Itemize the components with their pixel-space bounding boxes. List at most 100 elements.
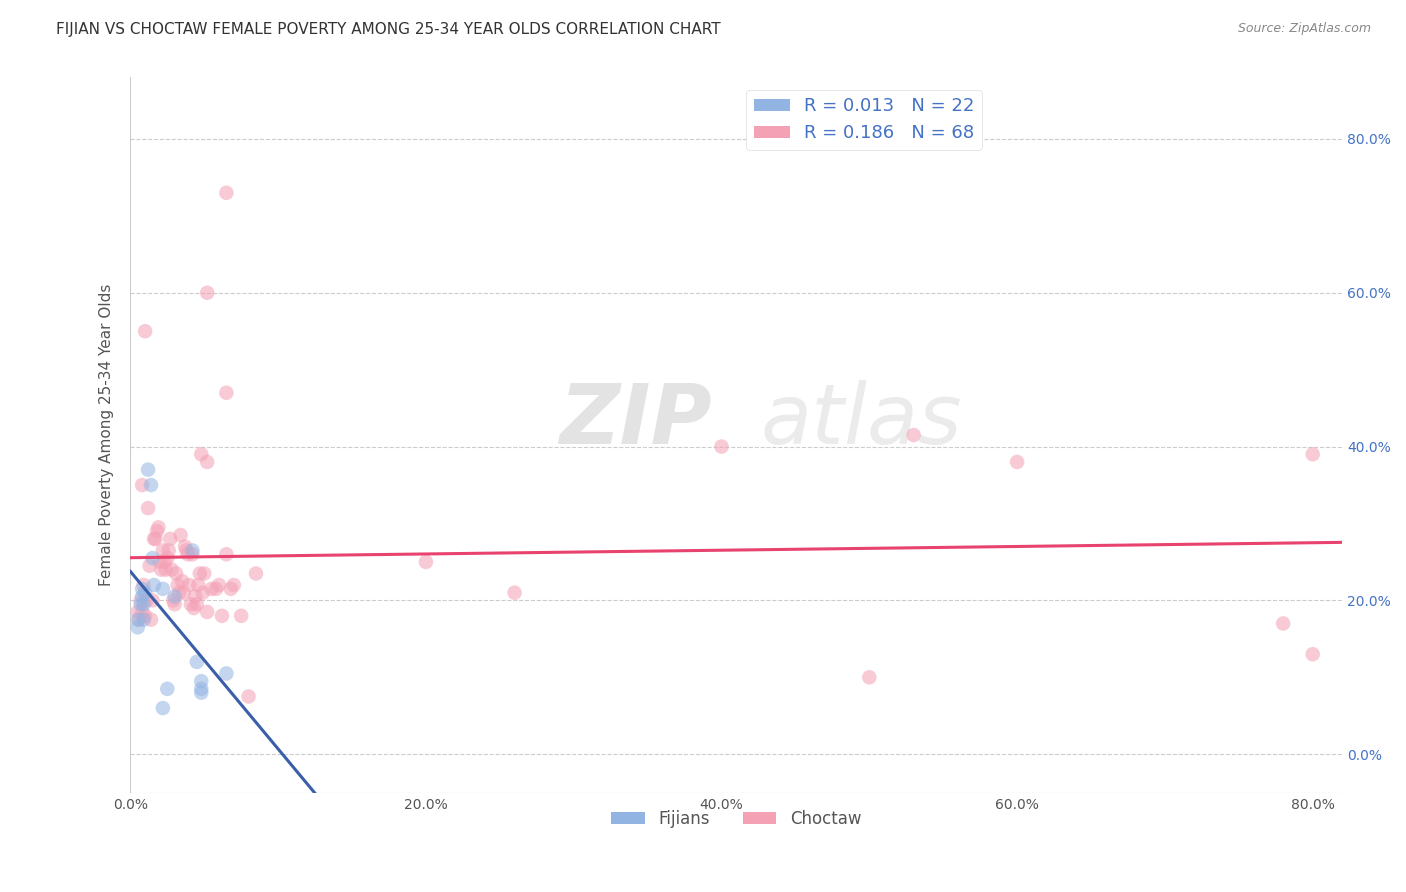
Point (148, 520, 170, 534)
Point (177, 547, 200, 561)
Point (135, 593, 157, 607)
Y-axis label: Female Poverty Among 25-34 Year Olds: Female Poverty Among 25-34 Year Olds (100, 284, 114, 586)
Point (134, 608, 156, 623)
Point (141, 551, 163, 566)
Point (173, 585, 195, 599)
Point (156, 551, 179, 566)
Point (222, 578, 245, 592)
Point (415, 555, 437, 569)
Point (163, 597, 186, 611)
Point (146, 524, 169, 538)
Point (150, 563, 173, 577)
Point (128, 613, 150, 627)
Point (211, 608, 233, 623)
Point (231, 608, 253, 623)
Point (1302, 447, 1324, 461)
Point (176, 543, 198, 558)
Point (145, 532, 167, 546)
Point (188, 566, 211, 581)
Point (190, 447, 212, 461)
Point (903, 428, 925, 442)
Point (162, 593, 184, 607)
Point (138, 558, 160, 573)
Point (129, 597, 152, 611)
Point (205, 582, 228, 596)
Point (219, 582, 242, 596)
Point (149, 555, 172, 569)
Point (215, 385, 238, 400)
Point (160, 563, 183, 577)
Point (195, 605, 218, 619)
Point (186, 597, 208, 611)
Point (136, 501, 159, 516)
Point (165, 566, 187, 581)
Point (181, 543, 204, 558)
Point (143, 532, 166, 546)
Legend: Fijians, Choctaw: Fijians, Choctaw (605, 803, 868, 834)
Point (129, 593, 152, 607)
Text: Source: ZipAtlas.com: Source: ZipAtlas.com (1237, 22, 1371, 36)
Point (131, 590, 153, 604)
Text: ZIP: ZIP (560, 380, 711, 461)
Point (157, 543, 180, 558)
Point (183, 601, 205, 615)
Point (215, 186, 238, 200)
Point (152, 582, 174, 596)
Point (139, 478, 162, 492)
Point (190, 681, 212, 696)
Point (1005, 455, 1028, 469)
Point (215, 666, 238, 681)
Point (134, 585, 156, 599)
Point (159, 532, 181, 546)
Point (201, 582, 224, 596)
Point (238, 690, 260, 704)
Point (180, 597, 202, 611)
Point (132, 578, 155, 592)
Point (166, 578, 188, 592)
Point (193, 566, 215, 581)
Point (179, 578, 201, 592)
Point (1272, 616, 1295, 631)
Point (191, 585, 214, 599)
Point (131, 582, 153, 596)
Point (127, 613, 149, 627)
Point (132, 613, 155, 627)
Point (134, 324, 156, 338)
Point (208, 578, 231, 592)
Point (187, 578, 209, 592)
Point (163, 590, 186, 604)
Point (190, 686, 212, 700)
Point (858, 670, 880, 684)
Point (195, 455, 218, 469)
Point (132, 597, 155, 611)
Point (141, 593, 163, 607)
Point (136, 463, 159, 477)
Point (131, 478, 153, 492)
Point (155, 563, 177, 577)
Point (143, 578, 166, 592)
Point (127, 620, 149, 634)
Point (127, 605, 149, 619)
Point (245, 566, 267, 581)
Point (170, 574, 193, 589)
Point (131, 605, 153, 619)
Point (139, 613, 162, 627)
Point (181, 547, 204, 561)
Point (167, 585, 190, 599)
Point (169, 528, 191, 542)
Point (190, 674, 212, 689)
Point (215, 547, 238, 561)
Point (710, 440, 733, 454)
Point (152, 543, 174, 558)
Point (184, 590, 207, 604)
Point (174, 540, 197, 554)
Point (186, 655, 208, 669)
Text: atlas: atlas (761, 380, 962, 461)
Point (152, 701, 174, 715)
Point (1302, 647, 1324, 661)
Text: FIJIAN VS CHOCTAW FEMALE POVERTY AMONG 25-34 YEAR OLDS CORRELATION CHART: FIJIAN VS CHOCTAW FEMALE POVERTY AMONG 2… (56, 22, 721, 37)
Point (503, 585, 526, 599)
Point (195, 285, 218, 300)
Point (156, 681, 179, 696)
Point (153, 555, 176, 569)
